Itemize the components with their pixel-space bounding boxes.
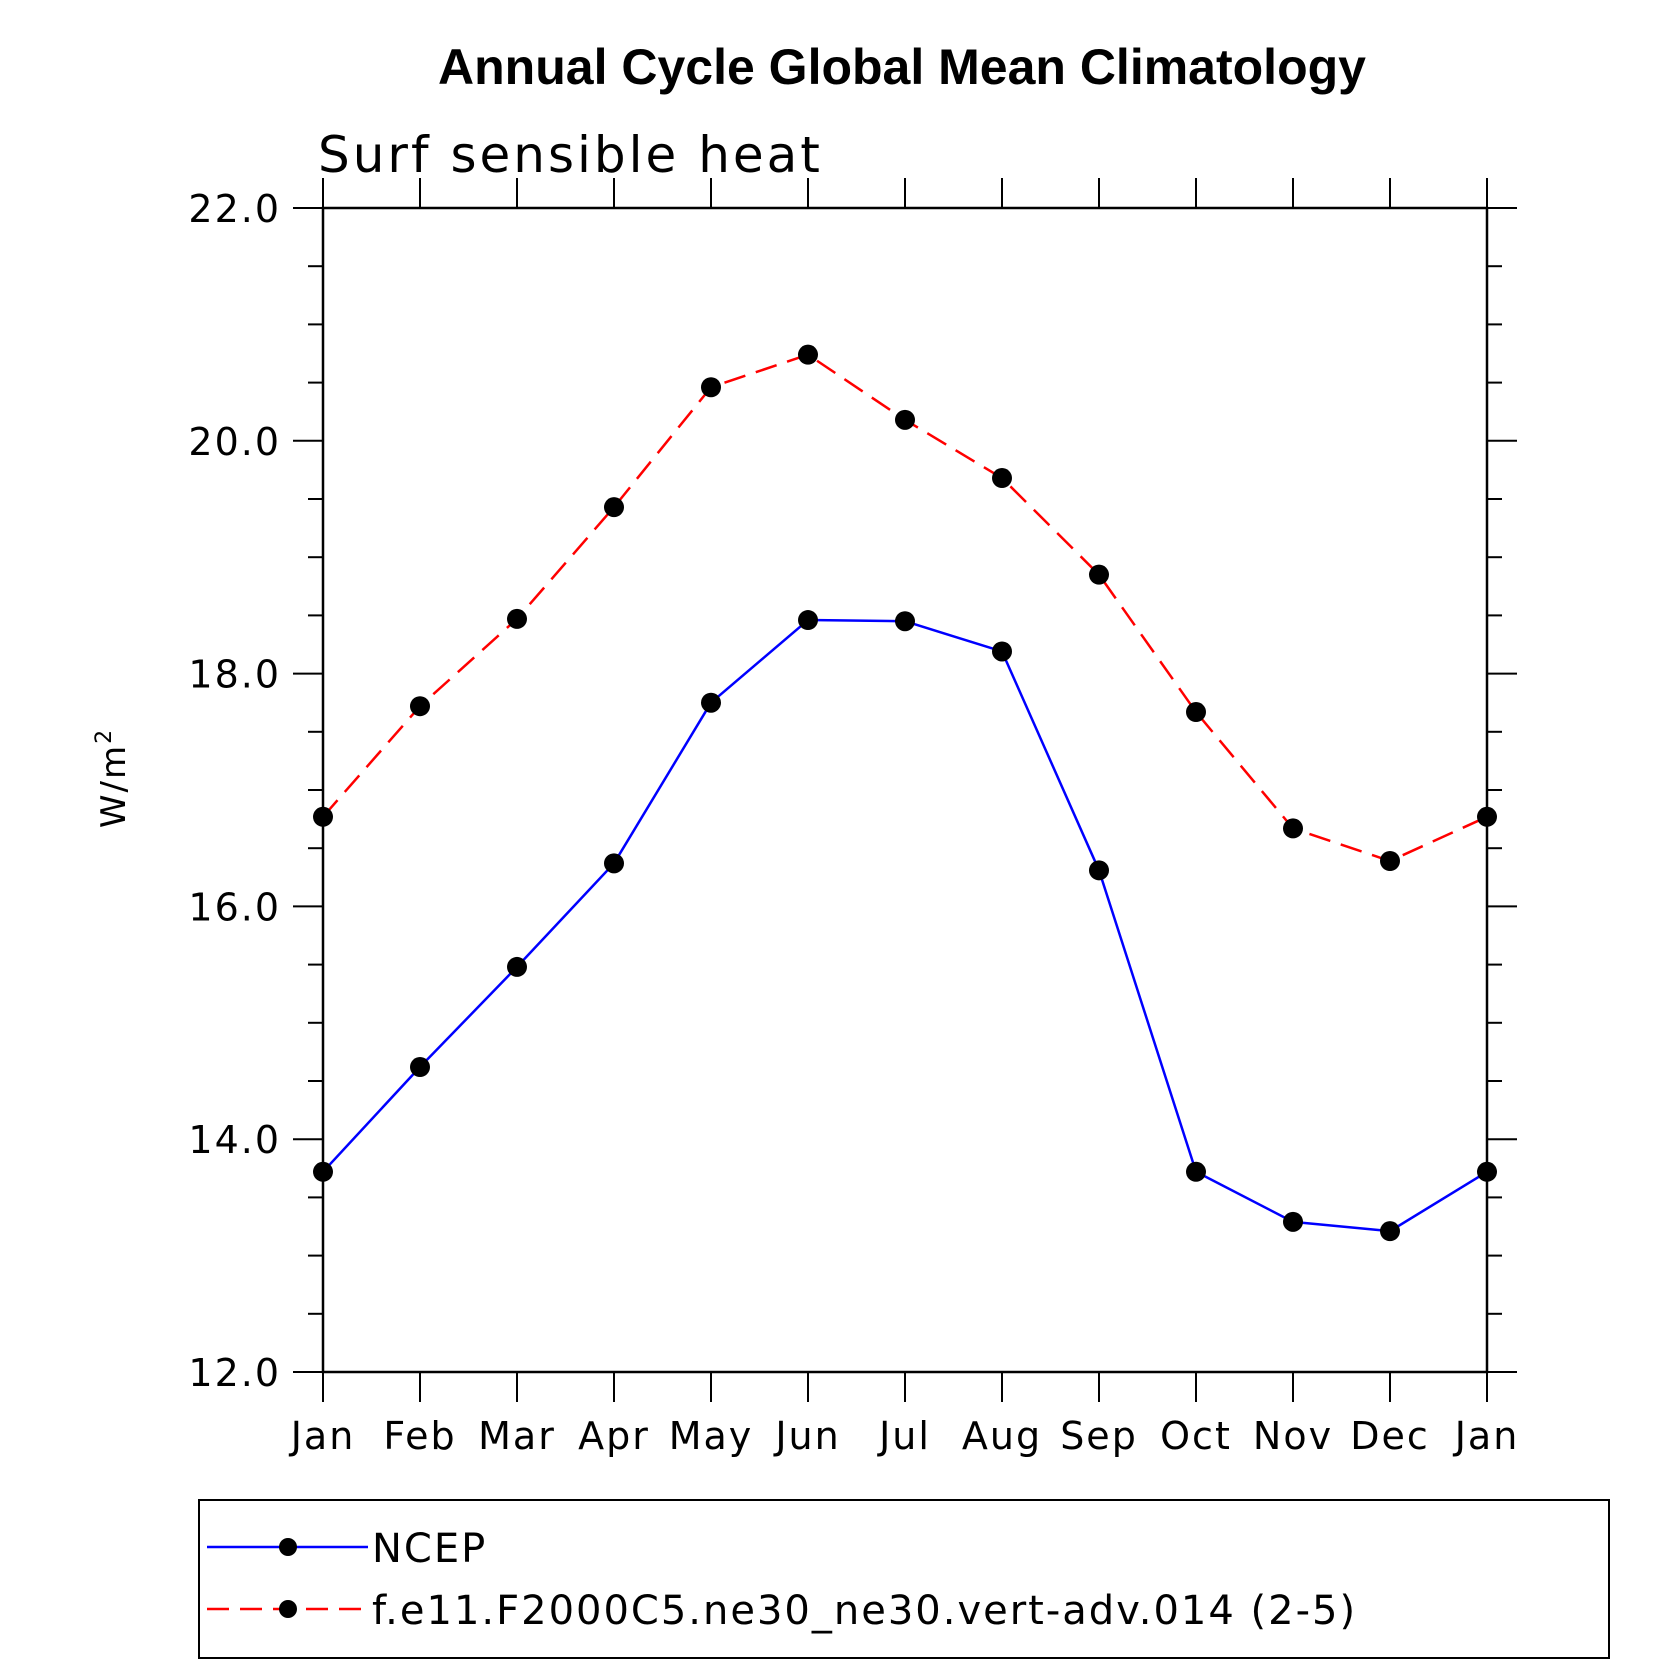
x-tick-label: May [669, 1414, 754, 1458]
data-point [604, 497, 624, 518]
y-tick-label: 12.0 [188, 1351, 281, 1395]
data-point [604, 853, 624, 874]
data-point [701, 692, 721, 713]
data-point [798, 344, 818, 365]
data-point [507, 956, 527, 977]
chart-subtitle: Surf sensible heat [318, 126, 823, 184]
x-tick-label: Jan [289, 1414, 356, 1458]
data-point [1283, 1211, 1303, 1232]
series-0 [313, 610, 1497, 1242]
data-point [992, 468, 1012, 489]
x-tick-label: Sep [1060, 1414, 1138, 1458]
axes: 12.0 14.0 16.0 18.0 20.0 22.0 Jan Feb Mar Apr May J… [188, 178, 1520, 1458]
data-point [701, 377, 721, 398]
x-tick-label: Jan [1453, 1414, 1520, 1458]
legend: NCEP f.e11.F2000C5.ne30_ne30.vert-adv.01… [198, 1499, 1610, 1659]
y-tick-label: 14.0 [188, 1118, 281, 1162]
data-point [895, 611, 915, 632]
data-point [1477, 1161, 1497, 1182]
data-point [1089, 564, 1109, 585]
y-axis-label: W/m2 [92, 728, 134, 828]
series-line [322, 353, 1488, 863]
legend-label-model: f.e11.F2000C5.ne30_ne30.vert-adv.014 (2-… [372, 1588, 1357, 1634]
data-point [1283, 818, 1303, 839]
legend-box [198, 1499, 1610, 1659]
y-tick-label: 20.0 [188, 420, 281, 464]
y-axis-label-superscript: 2 [92, 728, 117, 744]
data-point [992, 641, 1012, 662]
y-tick-label: 18.0 [188, 653, 281, 697]
plot-frame [321, 206, 1489, 1374]
data-point [798, 610, 818, 631]
data-point [410, 696, 430, 717]
chart-title: Annual Cycle Global Mean Climatology [438, 39, 1366, 95]
x-tick-label: Jun [773, 1414, 840, 1458]
x-tick-label: Dec [1350, 1414, 1430, 1458]
x-tick-label: Oct [1160, 1414, 1232, 1458]
data-point [1186, 702, 1206, 723]
data-point [1380, 851, 1400, 872]
y-tick-label: 22.0 [188, 187, 281, 231]
data-point [1186, 1161, 1206, 1182]
y-tick-label: 16.0 [188, 885, 281, 929]
data-point [410, 1057, 430, 1078]
data-point [507, 608, 527, 629]
data-point [1477, 806, 1497, 827]
series-1 [313, 344, 1497, 872]
x-tick-label: Mar [478, 1414, 556, 1458]
legend-marker-model [279, 1600, 297, 1618]
data-point [895, 409, 915, 430]
x-tick-label: Nov [1253, 1414, 1333, 1458]
data-point [313, 1161, 333, 1182]
x-tick-label: Aug [962, 1414, 1042, 1458]
series-line [322, 618, 1488, 1233]
x-tick-label: Apr [578, 1414, 650, 1458]
legend-marker-ncep [279, 1538, 297, 1556]
x-tick-label: Feb [383, 1414, 456, 1458]
series-layer [313, 344, 1497, 1242]
data-point [1089, 860, 1109, 881]
data-point [1380, 1221, 1400, 1242]
legend-label-ncep: NCEP [372, 1526, 487, 1572]
data-point [313, 806, 333, 827]
x-tick-label: Jul [877, 1414, 931, 1458]
